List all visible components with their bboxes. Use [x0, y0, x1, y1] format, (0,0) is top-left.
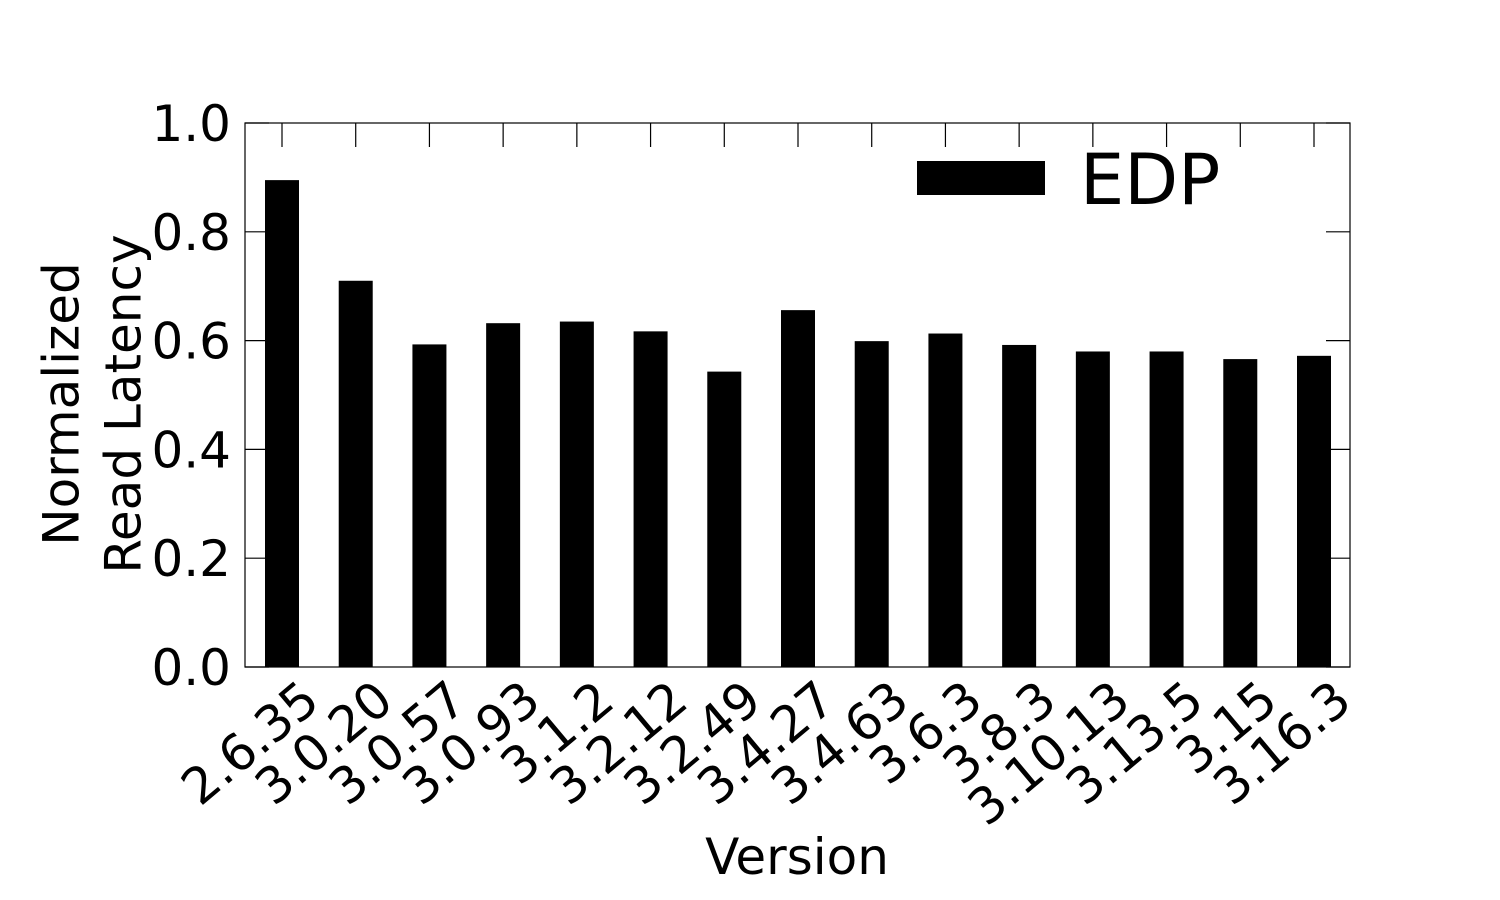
legend-swatch [917, 161, 1045, 195]
legend: EDP [917, 139, 1220, 221]
bar-3.0.57 [412, 344, 447, 667]
y-axis-title-line-2: Read Latency [95, 234, 153, 573]
bar-3.6.3 [928, 333, 963, 667]
bar-3.2.12 [633, 331, 668, 667]
y-tick-label: 0.4 [151, 421, 231, 479]
legend-label: EDP [1080, 139, 1220, 221]
y-axis-title: Normalized Read Latency [33, 234, 153, 573]
x-axis-title: Version [705, 828, 889, 886]
y-tick-labels: 0.0 0.2 0.4 0.6 0.8 1.0 [151, 95, 231, 697]
bar-3.15 [1223, 359, 1258, 667]
bars-group [265, 180, 1331, 667]
x-tick-labels: 2.6.353.0.203.0.573.0.933.1.23.2.123.2.4… [171, 670, 1362, 837]
y-axis-title-line-1: Normalized [33, 262, 91, 546]
bar-3.1.2 [559, 321, 594, 667]
ticks-group [245, 122, 1350, 668]
y-tick-label: 0.6 [151, 313, 231, 371]
bar-3.10.13 [1075, 351, 1110, 667]
y-tick-label: 0.2 [151, 530, 231, 588]
bar-3.0.20 [338, 280, 373, 667]
y-tick-label: 1.0 [151, 95, 231, 153]
bar-3.0.93 [486, 323, 521, 667]
y-tick-label: 0.0 [151, 639, 231, 697]
bar-3.4.27 [781, 310, 815, 667]
y-tick-label: 0.8 [151, 204, 231, 262]
bar-3.4.63 [854, 341, 889, 667]
bar-3.16.3 [1297, 355, 1331, 667]
bar-2.6.35 [265, 180, 299, 667]
bar-3.8.3 [1002, 344, 1037, 667]
bar-3.2.49 [707, 371, 742, 667]
bar-3.13.5 [1149, 351, 1184, 667]
